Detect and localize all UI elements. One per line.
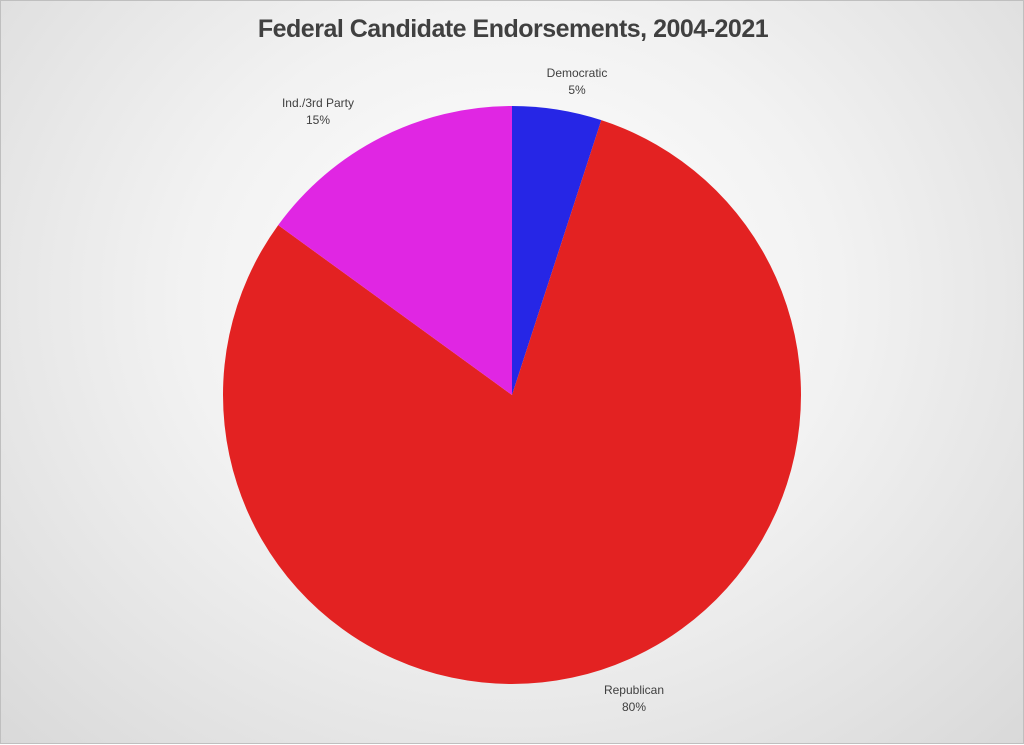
pie-slice-republican (222, 120, 801, 685)
data-label-category: Republican (604, 683, 664, 697)
pie-slice-ind-3rd-party (278, 105, 512, 395)
data-label-category: Democratic (547, 66, 608, 80)
data-label-category: Ind./3rd Party (282, 96, 354, 110)
pie-slice-democratic (512, 106, 602, 395)
data-label-value: 80% (622, 700, 646, 714)
data-label-value: 5% (568, 83, 586, 97)
data-label-value: 15% (306, 113, 330, 127)
chart-title: Federal Candidate Endorsements, 2004-202… (257, 15, 769, 43)
